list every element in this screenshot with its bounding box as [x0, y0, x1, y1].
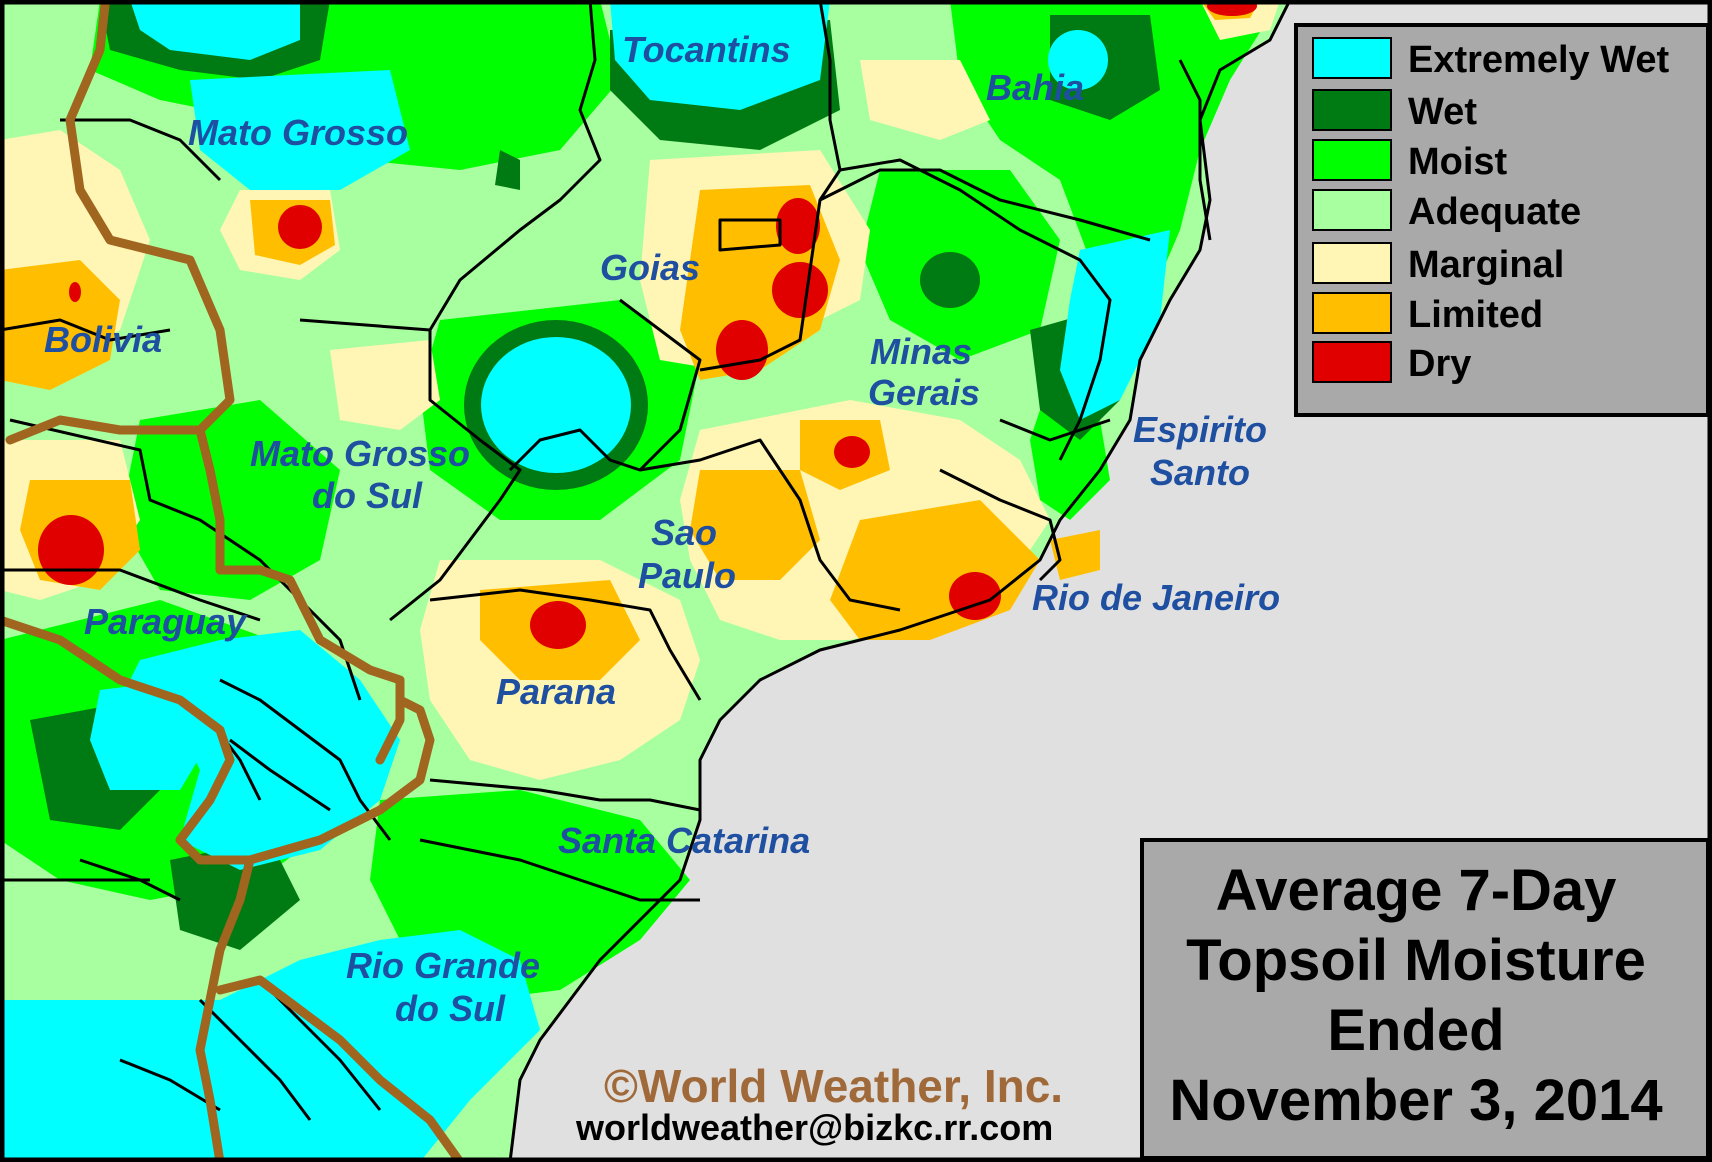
label-mato-grosso-do-sul-line1: Mato Grosso — [250, 433, 470, 474]
label-parana: Parana — [496, 671, 616, 712]
legend-swatch-wet — [1312, 89, 1392, 131]
legend-label-extremely-wet: Extremely Wet — [1408, 39, 1670, 81]
legend-label-moist: Moist — [1408, 141, 1508, 183]
legend-label-marginal: Marginal — [1408, 244, 1564, 286]
label-sao-paulo-line2: Paulo — [638, 555, 736, 596]
label-espirito-santo-line2: Santo — [1150, 452, 1250, 493]
country-borders — [0, 0, 465, 1162]
label-minas-gerais-line2: Gerais — [868, 372, 980, 413]
label-minas-gerais-line1: Minas — [870, 331, 972, 372]
title-line-3: Ended — [1327, 998, 1504, 1063]
legend-item: Moist — [1312, 139, 1508, 183]
legend-label-adequate: Adequate — [1408, 191, 1581, 233]
label-goias: Goias — [600, 247, 700, 288]
label-sao-paulo-line1: Sao — [651, 512, 717, 553]
legend-swatch-limited — [1312, 292, 1392, 334]
coastline — [508, 0, 1292, 1162]
title-line-4: November 3, 2014 — [1169, 1068, 1662, 1133]
label-rio-grande-do-sul-line1: Rio Grande — [346, 945, 540, 986]
legend-label-limited: Limited — [1408, 294, 1543, 336]
extremely-wet-zones — [0, 0, 1170, 1162]
legend-label-wet: Wet — [1408, 91, 1477, 133]
legend-swatch-marginal — [1312, 242, 1392, 284]
contact-email: worldweather@bizkc.rr.com — [575, 1107, 1053, 1148]
label-bahia: Bahia — [986, 67, 1084, 108]
title-line-2: Topsoil Moisture — [1186, 928, 1646, 993]
label-espirito-santo-line1: Espirito — [1133, 409, 1267, 450]
legend-item: Marginal — [1312, 242, 1564, 286]
label-rio-grande-do-sul-line2: do Sul — [395, 988, 506, 1029]
region-labels: Tocantins Bahia Mato Grosso Goias Bolivi… — [44, 29, 1280, 1029]
label-santa-catarina: Santa Catarina — [558, 820, 810, 861]
label-bolivia: Bolivia — [44, 319, 162, 360]
title-panel — [1140, 838, 1710, 1160]
legend-item: Extremely Wet — [1312, 37, 1670, 81]
title-line-1: Average 7-Day — [1216, 858, 1617, 923]
legend-item: Dry — [1312, 341, 1471, 385]
legend-item: Wet — [1312, 89, 1477, 133]
label-rio-de-janeiro: Rio de Janeiro — [1032, 577, 1280, 618]
legend-swatch-extremely-wet — [1312, 37, 1392, 79]
legend-item: Limited — [1312, 292, 1543, 336]
copyright-credit: ©World Weather, Inc. — [604, 1060, 1063, 1112]
state-borders — [0, 0, 1212, 1121]
legend-swatch-adequate — [1312, 189, 1392, 231]
legend-swatch-dry — [1312, 341, 1392, 383]
label-mato-grosso-do-sul-line2: do Sul — [312, 475, 423, 516]
legend-item: Adequate — [1312, 189, 1581, 233]
legend-label-dry: Dry — [1408, 343, 1471, 385]
label-paraguay: Paraguay — [84, 601, 248, 642]
legend-swatch-moist — [1312, 139, 1392, 181]
legend: Extremely Wet Wet Moist Adequate Margina… — [1294, 23, 1710, 417]
title-box: Average 7-Day Topsoil Moisture Ended Nov… — [1140, 838, 1710, 1160]
label-tocantins: Tocantins — [622, 29, 791, 70]
label-mato-grosso: Mato Grosso — [188, 112, 408, 153]
